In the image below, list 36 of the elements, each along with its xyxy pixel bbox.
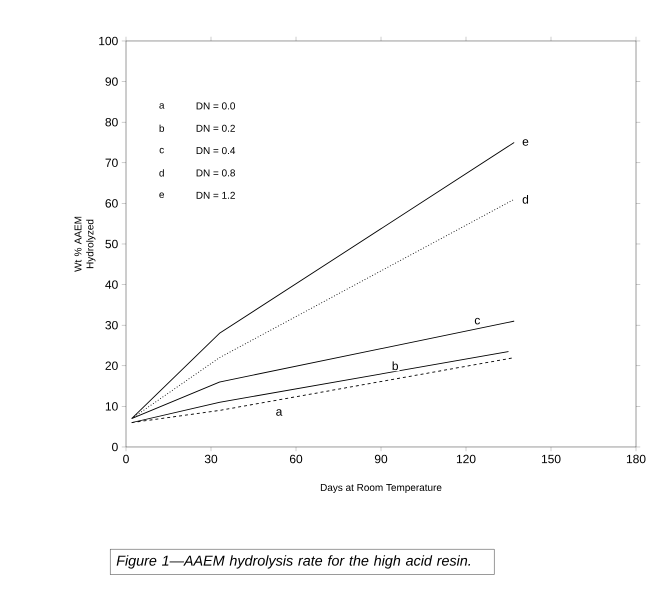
y-tick-label: 60 [106,199,118,208]
y-axis-title: Wt % AAEM Hydrolyzed [74,216,96,272]
x-tick-label: 150 [542,454,561,464]
y-tick-label: 80 [105,118,118,126]
x-tick-label: 0 [123,454,129,464]
annotation: d [159,169,164,177]
annotation: c [474,318,480,324]
x-tick-label: 90 [374,454,388,464]
y-tick-label: 100 [99,36,118,46]
annotation: DN = 0.8 [196,169,235,176]
y-tick-label: 0 [112,442,118,452]
annotation: a [159,103,164,109]
annotation: e [522,139,528,146]
y-tick-label: 10 [106,402,118,411]
annotation: b [392,361,398,370]
x-tick-label: 180 [626,454,646,464]
x-tick-label: 60 [290,454,302,464]
annotation: DN = 1.2 [196,192,235,199]
annotation: DN = 0.0 [196,102,236,110]
y-tick-label: 90 [106,77,118,86]
x-tick-label: 30 [204,454,218,464]
annotation: DN = 0.2 [196,124,235,132]
y-tick-label: 20 [106,362,118,370]
annotation: c [160,148,164,154]
x-tick-label: 120 [456,454,476,464]
annotation: d [522,194,528,204]
annotation: DN = 0.4 [196,147,236,154]
y-tick-label: 50 [105,240,118,248]
y-tick-label: 70 [106,158,118,168]
annotation: a [276,409,282,416]
y-tick-label: 40 [105,280,118,289]
y-tick-label: 30 [105,320,118,330]
x-axis-title: Days at Room Temperature [320,484,442,493]
caption: Figure 1—AAEM hydrolysis rate for the high acid resin. [116,555,470,569]
annotation: e [159,192,164,198]
annotation: b [160,124,164,132]
